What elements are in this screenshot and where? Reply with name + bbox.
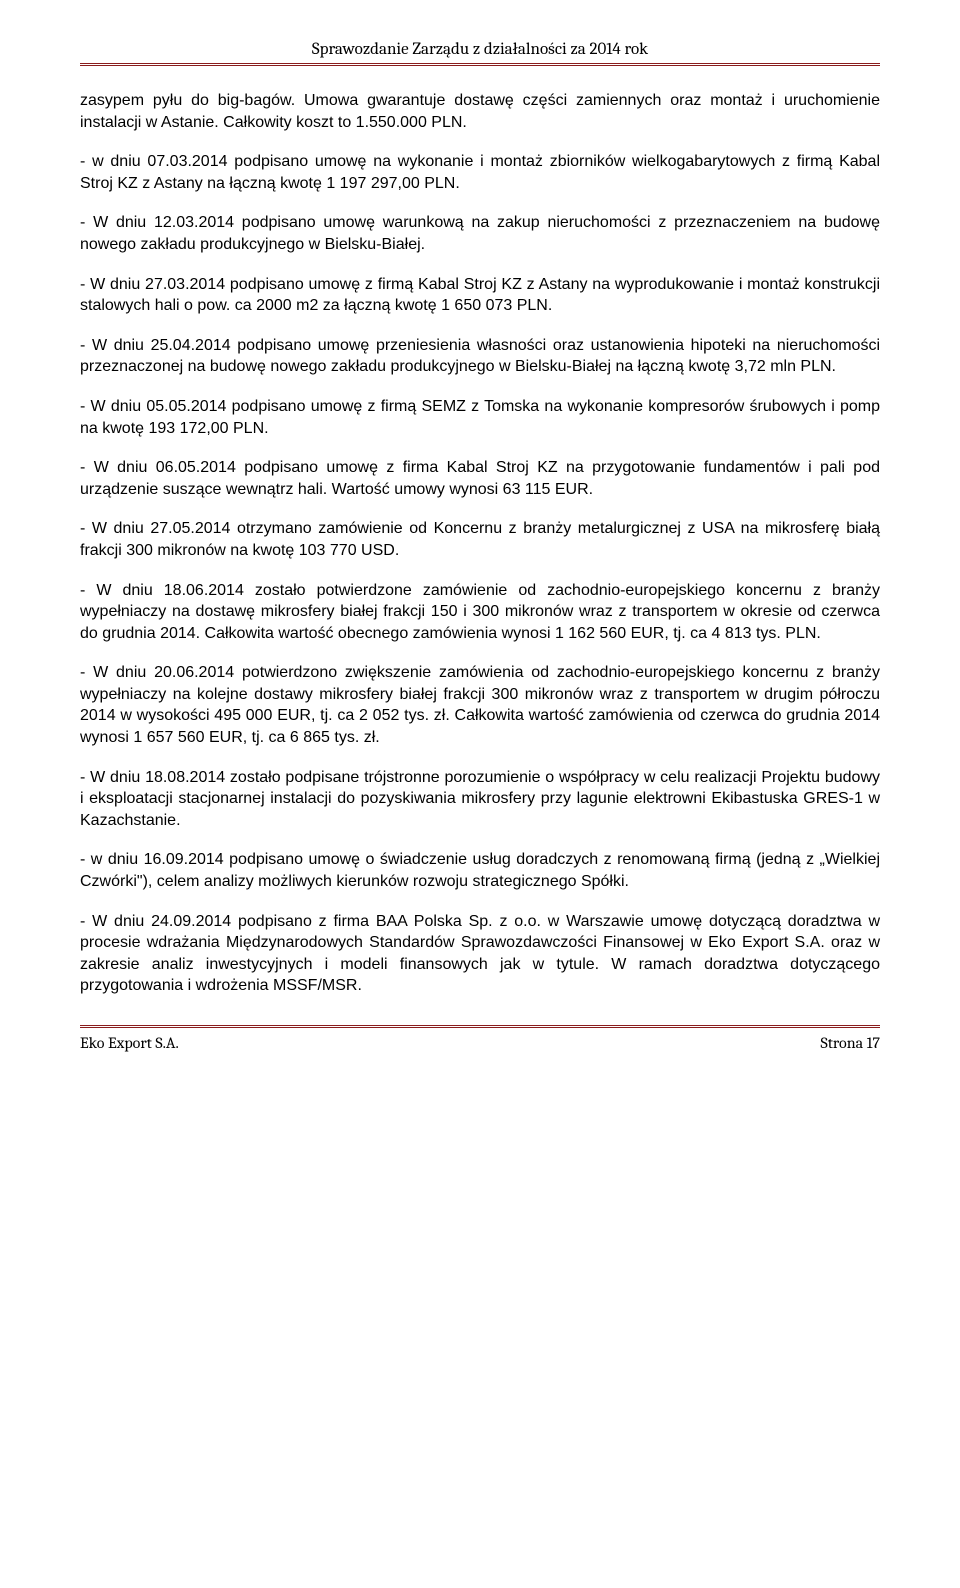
body-paragraph: - W dniu 18.06.2014 zostało potwierdzone… xyxy=(80,580,880,645)
body-paragraph: - W dniu 05.05.2014 podpisano umowę z fi… xyxy=(80,396,880,439)
footer-company: Eko Export S.A. xyxy=(80,1034,179,1052)
body-paragraph: - W dniu 12.03.2014 podpisano umowę waru… xyxy=(80,212,880,255)
body-paragraph: - W dniu 25.04.2014 podpisano umowę prze… xyxy=(80,335,880,378)
body-paragraph: - W dniu 06.05.2014 podpisano umowę z fi… xyxy=(80,457,880,500)
body-paragraph: - W dniu 27.03.2014 podpisano umowę z fi… xyxy=(80,274,880,317)
page-header-title: Sprawozdanie Zarządu z działalności za 2… xyxy=(80,40,880,66)
page-container: Sprawozdanie Zarządu z działalności za 2… xyxy=(0,0,960,1082)
body-paragraph: - W dniu 20.06.2014 potwierdzono zwiększ… xyxy=(80,662,880,748)
body-paragraph: zasypem pyłu do big-bagów. Umowa gwarant… xyxy=(80,90,880,133)
page-footer: Eko Export S.A. Strona 17 xyxy=(80,1025,880,1052)
footer-page-number: Strona 17 xyxy=(820,1034,880,1052)
body-paragraph: - W dniu 27.05.2014 otrzymano zamówienie… xyxy=(80,518,880,561)
body-paragraph: - W dniu 24.09.2014 podpisano z firma BA… xyxy=(80,911,880,997)
body-paragraph: - w dniu 07.03.2014 podpisano umowę na w… xyxy=(80,151,880,194)
body-paragraph: - w dniu 16.09.2014 podpisano umowę o św… xyxy=(80,849,880,892)
body-paragraph: - W dniu 18.08.2014 zostało podpisane tr… xyxy=(80,767,880,832)
